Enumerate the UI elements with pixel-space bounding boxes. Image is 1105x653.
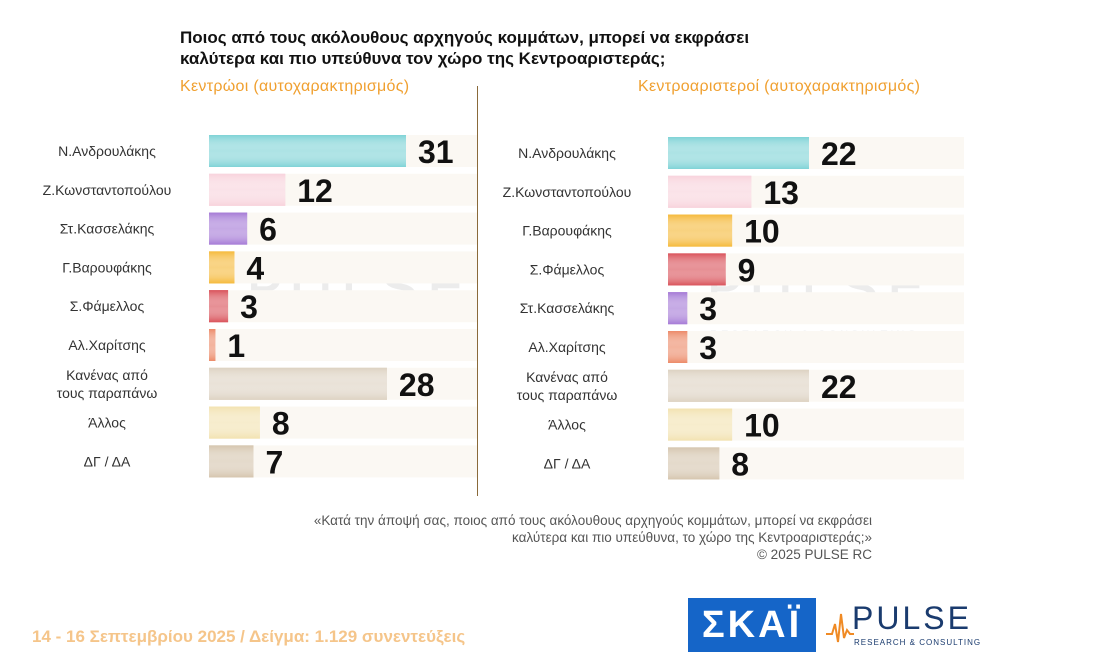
title-line-2: καλύτερα και πιο υπεύθυνα τον χώρο της Κ… bbox=[180, 49, 666, 68]
category-label: Ν.Ανδρουλάκης bbox=[58, 143, 156, 159]
bar-gloss bbox=[209, 212, 248, 245]
bar-gloss bbox=[668, 214, 733, 247]
category-label: Κανένας από bbox=[66, 367, 148, 383]
row-background bbox=[209, 290, 477, 323]
note-line-1: «Κατά την άποψή σας, ποιος από τους ακόλ… bbox=[313, 513, 872, 528]
category-label: Γ.Βαρουφάκης bbox=[522, 223, 612, 239]
category-label: Άλλος bbox=[548, 417, 586, 433]
row-background bbox=[209, 212, 477, 245]
row-background bbox=[668, 292, 964, 325]
skai-logo: ΣΚΑΪ bbox=[688, 598, 816, 652]
value-label: 7 bbox=[265, 444, 283, 480]
pulse-logo-word: PULSE bbox=[852, 600, 972, 636]
value-label: 1 bbox=[227, 328, 245, 364]
value-label: 22 bbox=[821, 136, 857, 172]
value-label: 9 bbox=[738, 252, 756, 288]
bar-gloss bbox=[209, 445, 254, 478]
right-panel-subtitle: Κεντροαριστεροί (αυτοχαρακτηρισμός) bbox=[638, 78, 921, 95]
value-label: 10 bbox=[744, 408, 780, 444]
left-bar-chart: 31 Ν.Ανδρουλάκης 12 Ζ.Κωνσταντοπούλου 6 Στ.Κα… bbox=[43, 134, 477, 480]
value-label: 10 bbox=[744, 214, 780, 250]
value-label: 22 bbox=[821, 369, 857, 405]
category-label: Αλ.Χαρίτσης bbox=[528, 339, 605, 355]
panel-divider bbox=[477, 86, 478, 496]
bar-gloss bbox=[668, 175, 752, 208]
bar-gloss bbox=[668, 369, 809, 402]
category-label: Στ.Κασσελάκης bbox=[520, 300, 615, 316]
category-label: Σ.Φάμελλος bbox=[530, 261, 605, 277]
value-label: 3 bbox=[699, 291, 717, 327]
row-background bbox=[209, 251, 477, 284]
category-label: Ζ.Κωνσταντοπούλου bbox=[503, 184, 632, 200]
pulse-logo: PULSE RESEARCH & CONSULTING bbox=[826, 600, 980, 650]
bar-gloss bbox=[209, 329, 216, 361]
survey-footer: 14 - 16 Σεπτεμβρίου 2025 / Δείγμα: 1.129… bbox=[32, 627, 466, 646]
bar-gloss bbox=[209, 406, 260, 439]
value-label: 8 bbox=[272, 406, 290, 442]
bar-gloss bbox=[668, 292, 688, 325]
value-label: 12 bbox=[297, 173, 333, 209]
bar-gloss bbox=[209, 173, 286, 206]
value-label: 4 bbox=[246, 250, 264, 286]
row-background bbox=[668, 331, 964, 363]
bar-gloss bbox=[209, 135, 406, 167]
category-label: ΔΓ / ΔΑ bbox=[544, 455, 591, 471]
bar-gloss bbox=[668, 253, 726, 286]
category-label: Ζ.Κωνσταντοπούλου bbox=[43, 182, 172, 198]
note-line-2: καλύτερα και πιο υπεύθυνα, το χώρο της Κ… bbox=[512, 530, 872, 545]
category-label: Σ.Φάμελλος bbox=[70, 298, 145, 314]
bar-gloss bbox=[209, 290, 229, 323]
bar-gloss bbox=[209, 251, 235, 284]
category-label: ΔΓ / ΔΑ bbox=[84, 453, 131, 469]
copyright: © 2025 PULSE RC bbox=[756, 547, 872, 562]
value-label: 28 bbox=[399, 367, 435, 403]
category-label: Άλλος bbox=[88, 415, 126, 431]
category-label: Κανένας από bbox=[526, 369, 608, 385]
bar-gloss bbox=[668, 331, 688, 363]
category-label: Αλ.Χαρίτσης bbox=[68, 337, 145, 353]
category-label: Στ.Κασσελάκης bbox=[60, 221, 155, 237]
bar-gloss bbox=[668, 408, 733, 441]
category-label: τους παραπάνω bbox=[57, 385, 158, 401]
bar-gloss bbox=[668, 137, 809, 169]
pulse-wave-icon bbox=[826, 613, 854, 643]
value-label: 13 bbox=[763, 175, 799, 211]
row-background bbox=[209, 445, 477, 478]
value-label: 8 bbox=[731, 446, 749, 482]
bar-gloss bbox=[668, 447, 720, 480]
chart-title: Ποιος από τους ακόλουθους αρχηγούς κομμά… bbox=[180, 27, 880, 69]
row-background bbox=[209, 329, 477, 361]
value-label: 31 bbox=[418, 134, 454, 170]
value-label: 6 bbox=[259, 212, 277, 248]
category-label: τους παραπάνω bbox=[517, 387, 618, 403]
left-panel-subtitle: Κεντρώοι (αυτοχαρακτηρισμός) bbox=[180, 78, 410, 95]
right-bar-chart: 22 Ν.Ανδρουλάκης 13 Ζ.Κωνσταντοπούλου 10 Γ.Βα… bbox=[503, 136, 964, 482]
bar-gloss bbox=[209, 367, 387, 400]
value-label: 3 bbox=[240, 289, 258, 325]
question-note: «Κατά την άποψή σας, ποιος από τους ακόλ… bbox=[180, 512, 872, 563]
value-label: 3 bbox=[699, 330, 717, 366]
category-label: Γ.Βαρουφάκης bbox=[62, 259, 152, 275]
title-line-1: Ποιος από τους ακόλουθους αρχηγούς κομμά… bbox=[180, 28, 750, 47]
category-label: Ν.Ανδρουλάκης bbox=[518, 145, 616, 161]
pulse-logo-sub: RESEARCH & CONSULTING bbox=[854, 638, 982, 647]
